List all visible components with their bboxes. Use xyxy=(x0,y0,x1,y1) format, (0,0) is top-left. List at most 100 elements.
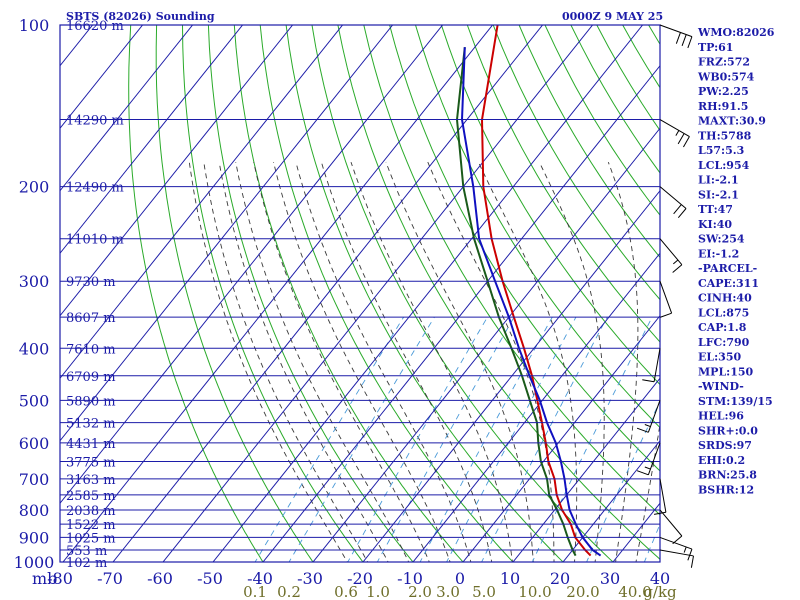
index-label: WMO:82026 xyxy=(697,26,775,39)
wind-barb-staff xyxy=(659,549,694,557)
mixing-ratio-line xyxy=(446,316,577,562)
index-label: FRZ:572 xyxy=(698,56,750,69)
mixing-ratio-line xyxy=(254,316,404,562)
height-label: 1522 m xyxy=(66,518,116,533)
mixing-ratio-label: 5.0 xyxy=(472,583,496,600)
isotherm xyxy=(512,377,660,562)
wind-barb-flag xyxy=(642,379,655,383)
dry-adiabat xyxy=(128,25,264,562)
dry-adiabat xyxy=(207,25,414,562)
isotherm xyxy=(60,25,243,255)
wind-barb-staff xyxy=(659,186,687,209)
pressure-tick-label: 900 xyxy=(19,528,50,547)
temperature-tick-label: 30 xyxy=(600,569,620,588)
wind-barb-staff xyxy=(659,478,667,513)
height-label: 102 m xyxy=(66,556,107,571)
chart-time: 0000Z 9 MAY 25 xyxy=(562,10,663,23)
index-label: -WIND- xyxy=(698,380,744,393)
height-label: 4431 m xyxy=(66,437,116,452)
moist-adiabat xyxy=(607,161,639,562)
index-label: HEL:96 xyxy=(698,410,744,423)
index-label: SW:254 xyxy=(698,233,745,246)
isotherm xyxy=(462,314,660,562)
wind-barb-flag xyxy=(673,204,682,215)
index-label: MAXT:30.9 xyxy=(698,115,766,128)
pressure-tick-label: 700 xyxy=(19,470,50,489)
isotherm xyxy=(212,25,643,562)
height-label: 16620 m xyxy=(66,19,124,34)
wind-barb-staff xyxy=(659,509,683,537)
height-label: 8607 m xyxy=(66,311,116,326)
dry-adiabat xyxy=(363,25,660,516)
isotherm xyxy=(60,25,193,192)
moist-adiabat xyxy=(350,161,513,562)
mixing-ratio-line xyxy=(419,316,553,562)
height-label: 3163 m xyxy=(66,473,116,488)
index-label: LI:-2.1 xyxy=(698,174,739,187)
index-label: RH:91.5 xyxy=(698,100,748,113)
dry-adiabat xyxy=(492,25,660,301)
pressure-tick-label: 600 xyxy=(19,434,50,453)
wind-barb-half xyxy=(683,546,687,553)
isotherm xyxy=(262,64,660,562)
moist-adiabat xyxy=(320,161,493,562)
wind-barb-flag xyxy=(687,36,693,49)
wind-barb-half xyxy=(675,130,680,136)
moist-adiabat xyxy=(218,162,389,562)
height-label: 1025 m xyxy=(66,531,116,546)
moist-adiabat xyxy=(253,162,430,562)
height-label: 14290 m xyxy=(66,114,124,129)
wind-barb-flag xyxy=(677,133,685,145)
mixing-ratio-label: 2.0 xyxy=(408,583,432,600)
index-label: SHR+:0.0 xyxy=(698,424,758,437)
temperature-tick-label: -10 xyxy=(397,569,423,588)
index-label: WB0:574 xyxy=(697,70,755,83)
index-label: EHI:0.2 xyxy=(698,454,745,467)
temperature-tick-label: 40 xyxy=(650,569,670,588)
height-label: 2038 m xyxy=(66,504,116,519)
moist-adiabat xyxy=(235,162,410,562)
dry-adiabat xyxy=(544,25,660,216)
wind-barbs xyxy=(636,24,694,568)
index-label: EL:350 xyxy=(698,351,741,364)
wind-barb-flag xyxy=(677,208,687,219)
wind-barb-staff xyxy=(659,536,693,550)
pressure-tick-label: 500 xyxy=(19,391,50,410)
temperature-tick-label: -60 xyxy=(147,569,173,588)
index-label: -PARCEL- xyxy=(698,262,757,275)
index-label: BSHR:12 xyxy=(698,483,754,496)
temperature-tick-label: -40 xyxy=(247,569,273,588)
isotherm xyxy=(60,25,393,442)
isotherm xyxy=(60,25,143,130)
moist-adiabat xyxy=(203,162,369,562)
pressure-tick-label: 100 xyxy=(19,16,50,35)
chart-background-lines xyxy=(60,25,800,573)
height-label: 553 m xyxy=(66,544,107,559)
index-label: SI:-2.1 xyxy=(698,188,739,201)
moist-adiabat xyxy=(385,161,534,562)
moist-adiabat xyxy=(295,161,472,562)
height-label: 2585 m xyxy=(66,489,116,504)
dry-adiabat xyxy=(440,25,660,386)
index-label: TP:61 xyxy=(698,41,733,54)
temperature-tick-label: -20 xyxy=(347,569,373,588)
pressure-tick-label: 200 xyxy=(19,178,50,197)
wind-barb-half xyxy=(644,424,651,428)
wind-barb-flag xyxy=(687,548,693,561)
mixing-ratio-label: 0.6 xyxy=(334,583,358,600)
wind-barb-half xyxy=(673,259,679,265)
dry-adiabat xyxy=(752,25,800,573)
mixing-ratio-line xyxy=(376,316,515,562)
height-label: 11010 m xyxy=(66,233,124,248)
mixing-ratio-label: 0.1 xyxy=(243,583,267,600)
wind-barb-flag xyxy=(636,427,649,433)
isotherm xyxy=(62,25,493,562)
dry-adiabat xyxy=(311,25,614,562)
isotherm xyxy=(562,439,660,562)
isotherm xyxy=(112,25,543,562)
moist-adiabat xyxy=(635,421,660,562)
dry-adiabat xyxy=(285,25,564,562)
temperature-tick-label: -50 xyxy=(197,569,223,588)
wind-barb-half xyxy=(644,466,651,470)
